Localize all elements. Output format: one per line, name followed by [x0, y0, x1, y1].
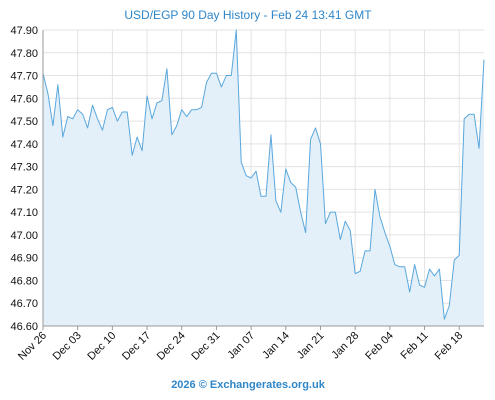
y-tick-label: 46.80: [10, 275, 38, 287]
chart-axes: [42, 30, 484, 330]
x-tick-label: Nov 26: [16, 330, 49, 363]
y-tick-label: 47.50: [10, 116, 38, 128]
x-tick-label: Dec 03: [51, 330, 84, 363]
y-tick-label: 47.80: [10, 48, 38, 60]
x-tick-label: Jan 28: [329, 330, 361, 362]
y-tick-label: 47.90: [10, 25, 38, 37]
y-tick-label: 47.20: [10, 184, 38, 196]
y-tick-label: 47.40: [10, 139, 38, 151]
x-tick-label: Dec 17: [120, 330, 153, 363]
footer-credit: 2026 © Exchangerates.org.uk: [171, 379, 326, 391]
x-tick-label: Feb 04: [363, 330, 396, 363]
x-tick-label: Feb 18: [433, 330, 466, 363]
y-tick-label: 47.00: [10, 230, 38, 242]
y-tick-label: 46.70: [10, 298, 38, 310]
y-tick-label: 47.10: [10, 207, 38, 219]
x-tick-label: Dec 31: [189, 330, 222, 363]
series-line: [42, 29, 485, 320]
y-tick-label: 47.60: [10, 93, 38, 105]
x-tick-label: Jan 21: [295, 330, 327, 362]
x-tick-label: Dec 10: [85, 330, 118, 363]
x-tick-label: Jan 07: [225, 330, 257, 362]
y-tick-label: 47.70: [10, 71, 38, 83]
y-tick-label: 46.90: [10, 253, 38, 265]
y-tick-label: 46.60: [10, 321, 38, 333]
series-area-fill: [43, 30, 484, 326]
y-tick-label: 47.30: [10, 162, 38, 174]
chart-title: USD/EGP 90 Day History - Feb 24 13:41 GM…: [124, 8, 372, 22]
x-tick-label: Dec 24: [155, 330, 188, 363]
x-tick-label: Jan 14: [260, 330, 292, 362]
x-tick-label: Feb 11: [399, 330, 431, 362]
chart-area: [42, 29, 485, 326]
